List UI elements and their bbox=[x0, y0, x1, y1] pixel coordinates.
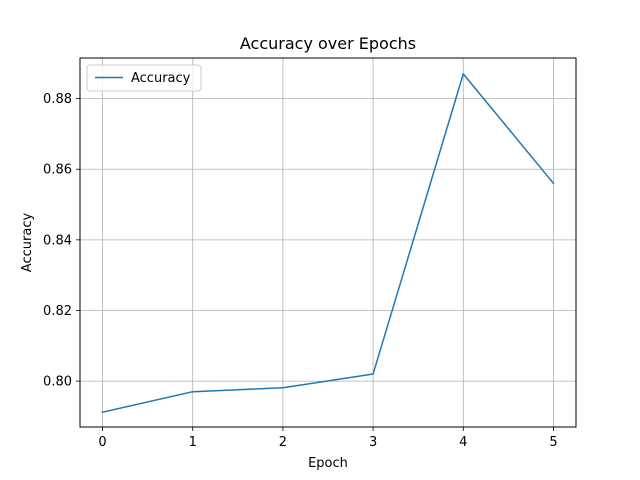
y-tick-label: 0.80 bbox=[43, 375, 72, 390]
grid bbox=[80, 58, 576, 427]
y-tick-label: 0.88 bbox=[43, 92, 72, 107]
y-axis-label: Accuracy bbox=[20, 213, 35, 273]
x-axis-ticks: 0 1 2 3 4 5 bbox=[98, 427, 558, 450]
chart-title: Accuracy over Epochs bbox=[240, 34, 416, 53]
x-tick-label: 2 bbox=[279, 435, 287, 450]
legend-label-accuracy: Accuracy bbox=[131, 71, 191, 86]
x-tick-label: 4 bbox=[459, 435, 467, 450]
x-tick-label: 1 bbox=[189, 435, 197, 450]
legend: Accuracy bbox=[86, 64, 202, 92]
x-tick-label: 0 bbox=[98, 435, 106, 450]
legend-box bbox=[86, 64, 202, 92]
x-axis-label: Epoch bbox=[308, 456, 348, 471]
x-tick-label: 5 bbox=[549, 435, 557, 450]
x-tick-label: 3 bbox=[369, 435, 377, 450]
y-tick-label: 0.84 bbox=[43, 233, 72, 248]
plot-frame bbox=[79, 57, 577, 428]
y-tick-label: 0.82 bbox=[43, 304, 72, 319]
series-line-accuracy bbox=[101, 73, 555, 414]
y-axis-ticks: 0.80 0.82 0.84 0.86 0.88 bbox=[43, 92, 80, 390]
y-tick-label: 0.86 bbox=[43, 163, 72, 178]
series-layer bbox=[101, 73, 555, 414]
